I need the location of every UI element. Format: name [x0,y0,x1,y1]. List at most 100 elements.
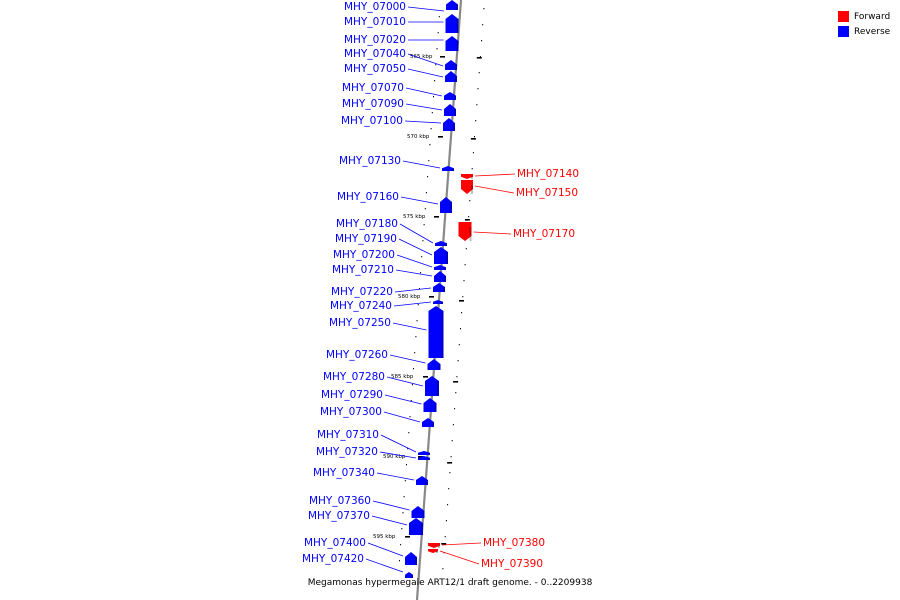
reverse-gene-label[interactable]: MHY_07340 [313,467,375,479]
major-tick [447,462,453,464]
gene-shade [452,168,454,172]
gene-shade [455,64,457,70]
minor-tick [464,264,466,266]
gene-shade [456,41,459,51]
reverse-gene-block[interactable] [445,60,457,70]
reverse-gene-label[interactable]: MHY_07200 [333,249,395,261]
minor-tick [403,496,405,498]
reverse-gene-label[interactable]: MHY_07210 [332,264,394,276]
forward-gene-label[interactable]: MHY_07380 [483,537,545,549]
reverse-gene-block[interactable] [405,552,417,565]
reverse-swatch [838,26,849,37]
reverse-gene-block[interactable] [444,92,456,100]
reverse-gene-block[interactable] [434,271,446,282]
reverse-gene-label[interactable]: MHY_07020 [344,34,406,46]
gene-shade [446,252,448,264]
gene-leader-line [473,231,512,235]
reverse-gene-label[interactable]: MHY_07320 [316,446,378,458]
minor-tick [429,144,431,146]
gene-leader-line [372,500,410,511]
minor-tick [438,16,440,18]
reverse-gene-block[interactable] [435,241,447,246]
reverse-gene-block[interactable] [425,376,439,396]
gene-leader-line [474,173,516,177]
kbp-tick [423,376,428,378]
reverse-gene-label[interactable]: MHY_07100 [341,115,403,127]
reverse-gene-label[interactable]: MHY_07000 [344,1,406,13]
minor-tick [437,32,439,34]
reverse-gene-label[interactable]: MHY_07010 [344,16,406,28]
reverse-gene-block[interactable] [445,14,459,33]
reverse-gene-block[interactable] [445,71,457,82]
reverse-gene-label[interactable]: MHY_07280 [323,371,385,383]
forward-gene-block[interactable] [461,174,473,179]
gene-leader-line [396,254,433,268]
reverse-gene-block[interactable] [416,476,428,485]
reverse-gene-block[interactable] [446,0,458,10]
reverse-gene-label[interactable]: MHY_07250 [329,317,391,329]
gene-shade [421,523,423,535]
gene-shade [428,452,430,455]
reverse-gene-label[interactable]: MHY_07190 [335,233,397,245]
reverse-gene-block[interactable] [418,456,430,460]
reverse-gene-label[interactable]: MHY_07130 [339,155,401,167]
gene-shade [437,381,439,396]
reverse-gene-label[interactable]: MHY_07290 [321,389,383,401]
reverse-gene-label[interactable]: MHY_07160 [337,191,399,203]
gene-leader-line [402,160,441,169]
reverse-gene-block[interactable] [409,518,423,535]
minor-tick [483,8,485,10]
minor-tick [475,120,477,122]
reverse-gene-block[interactable] [442,166,454,171]
minor-tick [481,40,483,42]
gene-shade [422,511,425,518]
minor-tick [444,536,446,538]
minor-tick [410,400,412,402]
reverse-gene-block[interactable] [405,572,413,578]
forward-gene-block[interactable] [428,543,440,548]
reverse-gene-label[interactable]: MHY_07420 [302,553,364,565]
reverse-gene-label[interactable]: MHY_07310 [317,429,379,441]
reverse-gene-label[interactable]: MHY_07260 [326,349,388,361]
reverse-gene-block[interactable] [411,506,425,518]
reverse-gene-block[interactable] [444,104,456,116]
reverse-gene-block[interactable] [428,306,444,358]
reverse-gene-label[interactable]: MHY_07070 [342,82,404,94]
reverse-gene-label[interactable]: MHY_07090 [342,98,404,110]
legend-forward-label: Forward [854,11,891,22]
reverse-gene-label[interactable]: MHY_07300 [320,406,382,418]
gene-shade [411,574,413,578]
reverse-gene-label[interactable]: MHY_07040 [344,48,406,60]
reverse-gene-block[interactable] [427,359,441,370]
forward-gene-block[interactable] [461,180,473,194]
minor-tick [420,272,422,274]
reverse-gene-block[interactable] [433,283,445,292]
reverse-gene-block[interactable] [418,451,430,455]
reverse-gene-label[interactable]: MHY_07220 [331,286,393,298]
reverse-gene-block[interactable] [434,247,448,264]
reverse-gene-label[interactable]: MHY_07050 [344,63,406,75]
forward-gene-block[interactable] [458,222,472,241]
gene-shade [471,176,473,180]
forward-gene-block[interactable] [428,549,438,553]
minor-tick [416,320,418,322]
reverse-gene-block[interactable] [434,265,446,270]
forward-gene-label[interactable]: MHY_07150 [516,187,578,199]
reverse-gene-label[interactable]: MHY_07240 [330,300,392,312]
reverse-gene-label[interactable]: MHY_07360 [309,495,371,507]
forward-gene-label[interactable]: MHY_07390 [481,558,543,570]
reverse-gene-block[interactable] [423,398,437,412]
reverse-gene-block[interactable] [433,300,443,304]
reverse-gene-label[interactable]: MHY_07370 [308,510,370,522]
reverse-gene-block[interactable] [445,36,459,51]
gene-shade [428,457,430,460]
reverse-gene-block[interactable] [440,197,452,213]
major-tick [470,138,476,140]
forward-gene-label[interactable]: MHY_07140 [517,168,579,180]
reverse-gene-label[interactable]: MHY_07400 [304,537,366,549]
reverse-gene-block[interactable] [443,118,455,131]
major-tick [453,381,459,383]
forward-gene-label[interactable]: MHY_07170 [513,228,575,240]
reverse-gene-block[interactable] [422,418,434,427]
reverse-gene-label[interactable]: MHY_07180 [336,218,398,230]
